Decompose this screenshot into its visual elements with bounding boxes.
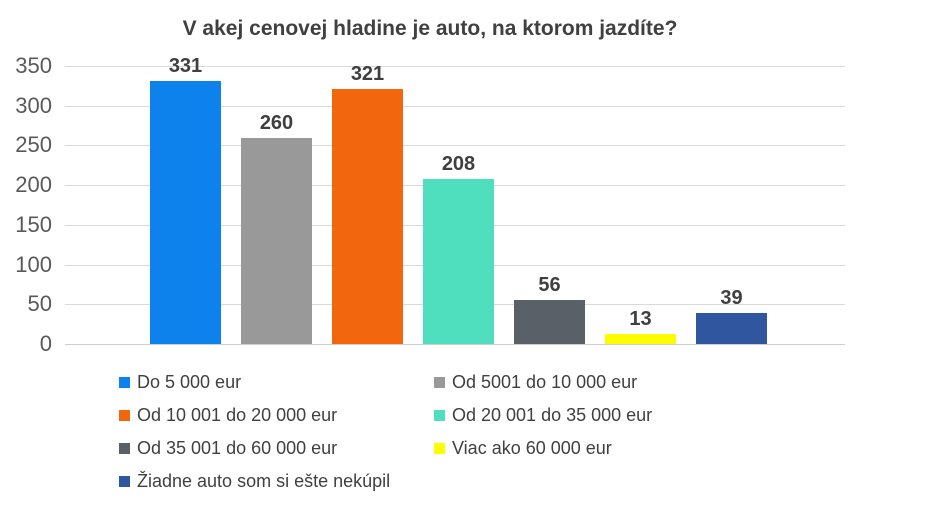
gridline <box>65 105 845 107</box>
legend-marker <box>119 476 130 487</box>
plot-area: 331 260 321 208 56 13 39 <box>65 55 845 345</box>
legend-label: Viac ako 60 000 eur <box>452 438 612 458</box>
bar-value-label: 208 <box>441 152 476 175</box>
y-tick-label: 50 <box>27 291 52 317</box>
bar-value-label: 331 <box>168 55 203 78</box>
legend-item: Od 35 001 do 60 000 eur <box>119 438 434 459</box>
legend: Do 5 000 eur Od 5001 do 10 000 eur Od 10 0… <box>119 366 652 498</box>
chart-title: V akej cenovej hladine je auto, na ktoro… <box>182 17 678 40</box>
legend-marker <box>119 443 130 454</box>
gridline <box>65 145 845 147</box>
legend-marker <box>434 443 445 454</box>
y-tick-label: 100 <box>15 251 52 277</box>
bar-value-label: 39 <box>720 287 743 310</box>
bar <box>150 81 221 344</box>
bar <box>696 313 767 344</box>
legend-label: Od 35 001 do 60 000 eur <box>137 438 338 458</box>
legend-label: Do 5 000 eur <box>137 372 242 392</box>
gridline <box>65 344 845 345</box>
bar <box>241 137 312 344</box>
gridline <box>65 66 845 67</box>
legend-item: Od 10 001 do 20 000 eur <box>119 405 434 426</box>
bar <box>605 333 676 344</box>
legend-item: Do 5 000 eur <box>119 372 434 393</box>
y-tick-label: 250 <box>15 132 52 158</box>
bar <box>514 299 585 344</box>
y-tick-label: 0 <box>39 331 52 356</box>
bar-value-label: 260 <box>259 111 294 134</box>
bar-value-label: 13 <box>629 307 652 330</box>
bar-value-label: 56 <box>538 273 561 296</box>
legend-item: Viac ako 60 000 eur <box>434 438 652 459</box>
bar <box>332 89 403 344</box>
legend-item: Od 5001 do 10 000 eur <box>434 372 652 393</box>
y-tick-label: 350 <box>15 53 52 78</box>
legend-label: Od 10 001 do 20 000 eur <box>137 405 338 425</box>
legend-marker <box>119 377 130 388</box>
y-tick-label: 150 <box>15 211 52 237</box>
legend-item: Žiadne auto som si ešte nekúpil <box>119 471 434 492</box>
legend-marker <box>434 410 445 421</box>
legend-marker <box>119 410 130 421</box>
legend-item: Od 20 001 do 35 000 eur <box>434 405 652 426</box>
legend-label: Od 20 001 do 35 000 eur <box>452 405 653 425</box>
legend-label: Žiadne auto som si ešte nekúpil <box>137 471 391 491</box>
y-tick-label: 300 <box>15 92 52 118</box>
bar <box>423 178 494 344</box>
legend-marker <box>434 377 445 388</box>
legend-label: Od 5001 do 10 000 eur <box>452 372 638 392</box>
bar-value-label: 321 <box>350 63 385 86</box>
y-tick-label: 200 <box>15 172 52 198</box>
